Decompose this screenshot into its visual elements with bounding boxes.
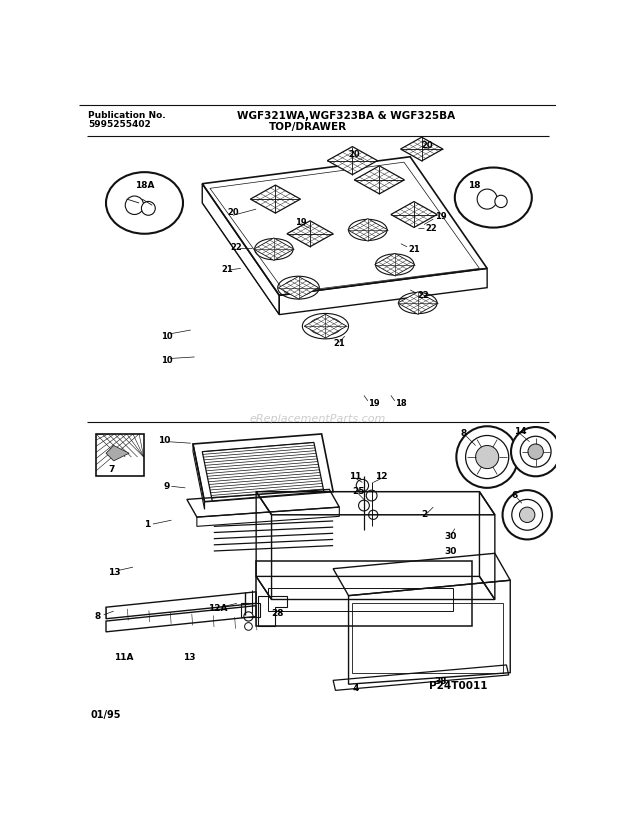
Ellipse shape [317, 322, 333, 330]
Ellipse shape [348, 219, 387, 241]
Polygon shape [374, 253, 415, 276]
Text: 20: 20 [227, 209, 239, 218]
Text: P24T0011: P24T0011 [430, 681, 488, 691]
Ellipse shape [284, 280, 313, 295]
Circle shape [503, 490, 552, 540]
Ellipse shape [382, 257, 408, 271]
Text: 10: 10 [161, 356, 173, 365]
Bar [268, 588, 453, 611]
Text: 22: 22 [418, 291, 430, 299]
Text: 11: 11 [348, 472, 361, 481]
Polygon shape [304, 314, 347, 338]
Polygon shape [391, 201, 437, 228]
Polygon shape [401, 137, 443, 161]
Circle shape [495, 196, 507, 208]
Text: 12: 12 [376, 472, 388, 481]
Ellipse shape [268, 246, 280, 252]
Ellipse shape [106, 172, 183, 233]
Circle shape [520, 436, 551, 467]
Polygon shape [348, 219, 388, 241]
Polygon shape [250, 185, 301, 213]
Ellipse shape [278, 276, 319, 299]
Ellipse shape [412, 299, 424, 306]
Circle shape [456, 427, 518, 488]
Text: eReplacementParts.com: eReplacementParts.com [250, 413, 386, 423]
Circle shape [466, 436, 508, 478]
Polygon shape [287, 221, 333, 247]
Text: 21: 21 [221, 266, 233, 275]
Bar [241, 603, 260, 617]
Text: 10: 10 [161, 332, 173, 341]
Text: 11A: 11A [113, 653, 133, 662]
Text: 8: 8 [460, 430, 466, 438]
Text: 6: 6 [512, 491, 518, 500]
Ellipse shape [309, 318, 342, 335]
Circle shape [477, 189, 497, 209]
Text: 19: 19 [368, 398, 379, 408]
Bar [352, 603, 503, 672]
Text: 25: 25 [352, 488, 365, 496]
Circle shape [476, 446, 498, 469]
Text: 38: 38 [435, 677, 447, 686]
Polygon shape [193, 434, 333, 502]
Text: 28: 28 [272, 609, 284, 618]
Text: 22: 22 [425, 224, 437, 233]
Circle shape [528, 444, 543, 460]
Polygon shape [254, 238, 294, 261]
Text: 2: 2 [422, 511, 428, 519]
Ellipse shape [399, 292, 437, 314]
Text: TOP/DRAWER: TOP/DRAWER [269, 122, 347, 133]
Ellipse shape [261, 242, 287, 257]
Text: 18A: 18A [135, 181, 154, 190]
Text: 7: 7 [108, 464, 115, 474]
Ellipse shape [455, 167, 532, 228]
Text: 10: 10 [158, 436, 170, 445]
Ellipse shape [303, 314, 348, 339]
Circle shape [520, 507, 535, 522]
Polygon shape [106, 446, 129, 461]
Circle shape [512, 499, 542, 530]
Circle shape [125, 196, 144, 214]
Text: 21: 21 [409, 245, 420, 253]
Text: 30: 30 [445, 532, 457, 541]
Ellipse shape [355, 223, 381, 237]
Polygon shape [327, 147, 378, 175]
Text: 14: 14 [514, 427, 527, 436]
Text: 18: 18 [468, 181, 481, 190]
Text: 01/95: 01/95 [91, 710, 121, 720]
Text: 13: 13 [183, 653, 195, 662]
Polygon shape [354, 166, 404, 194]
Text: 12A: 12A [208, 604, 228, 613]
Ellipse shape [389, 262, 401, 268]
Polygon shape [202, 442, 324, 501]
Text: 19: 19 [435, 212, 446, 221]
Text: Publication No.: Publication No. [88, 111, 166, 120]
Circle shape [141, 201, 155, 215]
Text: 22: 22 [231, 243, 242, 252]
Text: 5995255402: 5995255402 [88, 120, 151, 129]
Ellipse shape [291, 284, 306, 291]
Text: 4: 4 [352, 684, 359, 693]
Text: 1: 1 [144, 521, 151, 530]
Text: 19: 19 [294, 218, 306, 227]
Text: 30: 30 [445, 547, 457, 556]
Text: 20: 20 [348, 150, 360, 159]
Text: 13: 13 [107, 568, 120, 577]
Text: 20: 20 [422, 141, 433, 149]
Polygon shape [278, 276, 319, 299]
Ellipse shape [361, 227, 374, 233]
Circle shape [511, 427, 560, 476]
Text: 18: 18 [395, 398, 406, 408]
Ellipse shape [405, 296, 431, 310]
Polygon shape [398, 292, 438, 314]
Ellipse shape [255, 238, 293, 260]
Text: 9: 9 [164, 482, 170, 491]
Ellipse shape [376, 254, 414, 275]
Text: WGF321WA,WGF323BA & WGF325BA: WGF321WA,WGF323BA & WGF325BA [237, 111, 455, 121]
Text: 21: 21 [333, 339, 345, 348]
Text: 8: 8 [94, 612, 100, 621]
Bar [96, 434, 144, 476]
